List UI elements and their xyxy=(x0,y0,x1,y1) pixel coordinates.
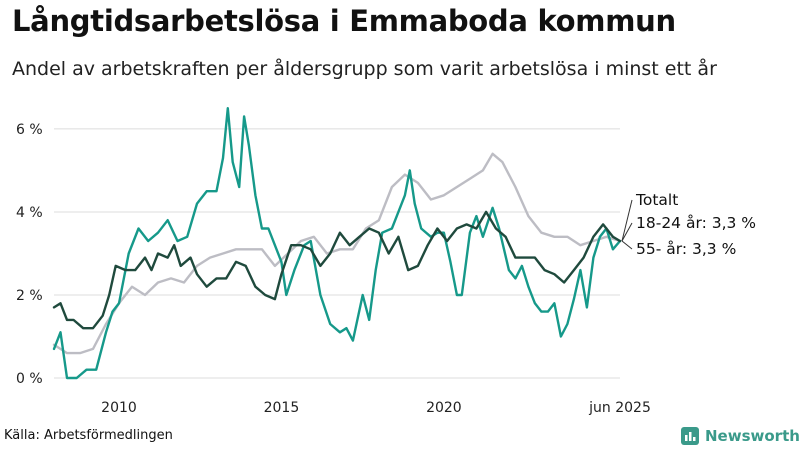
y-tick-label: 6 % xyxy=(16,122,43,138)
series-line-2 xyxy=(52,152,622,355)
newsworthy-logo-icon xyxy=(681,427,699,445)
axis-ticks: 0 % 2 % 4 % 6 % 2010 2015 2020 jun 2025 xyxy=(16,122,651,416)
x-tick-label: jun 2025 xyxy=(588,400,651,416)
x-tick-label: 2020 xyxy=(426,400,462,416)
brand-name: Newsworthy xyxy=(705,427,800,445)
series-label: 55- år: 3,3 % xyxy=(636,240,736,258)
source-note: Källa: Arbetsförmedlingen xyxy=(4,428,173,443)
newsworthy-brand[interactable]: Newsworthy xyxy=(680,426,800,446)
label-leader-line xyxy=(621,199,633,242)
series-label: 18-24 år: 3,3 % xyxy=(636,214,756,232)
y-tick-label: 2 % xyxy=(16,288,43,304)
x-tick-label: 2010 xyxy=(101,400,137,416)
chart-title: Långtidsarbetslösa i Emmaboda kommun xyxy=(12,4,676,38)
grid-lines xyxy=(54,128,620,379)
series-lines xyxy=(52,107,622,380)
series-line-1 xyxy=(52,107,622,380)
label-leader-line xyxy=(621,222,633,242)
series-labels: Totalt 18-24 år: 3,3 % 55- år: 3,3 % xyxy=(621,191,756,258)
chart-subtitle: Andel av arbetskraften per åldersgrupp s… xyxy=(12,58,717,80)
series-label: Totalt xyxy=(635,191,678,209)
label-leader-line xyxy=(621,240,633,250)
y-tick-label: 4 % xyxy=(16,205,43,221)
x-tick-label: 2015 xyxy=(264,400,300,416)
series-line-0 xyxy=(52,210,622,330)
y-tick-label: 0 % xyxy=(16,371,43,387)
